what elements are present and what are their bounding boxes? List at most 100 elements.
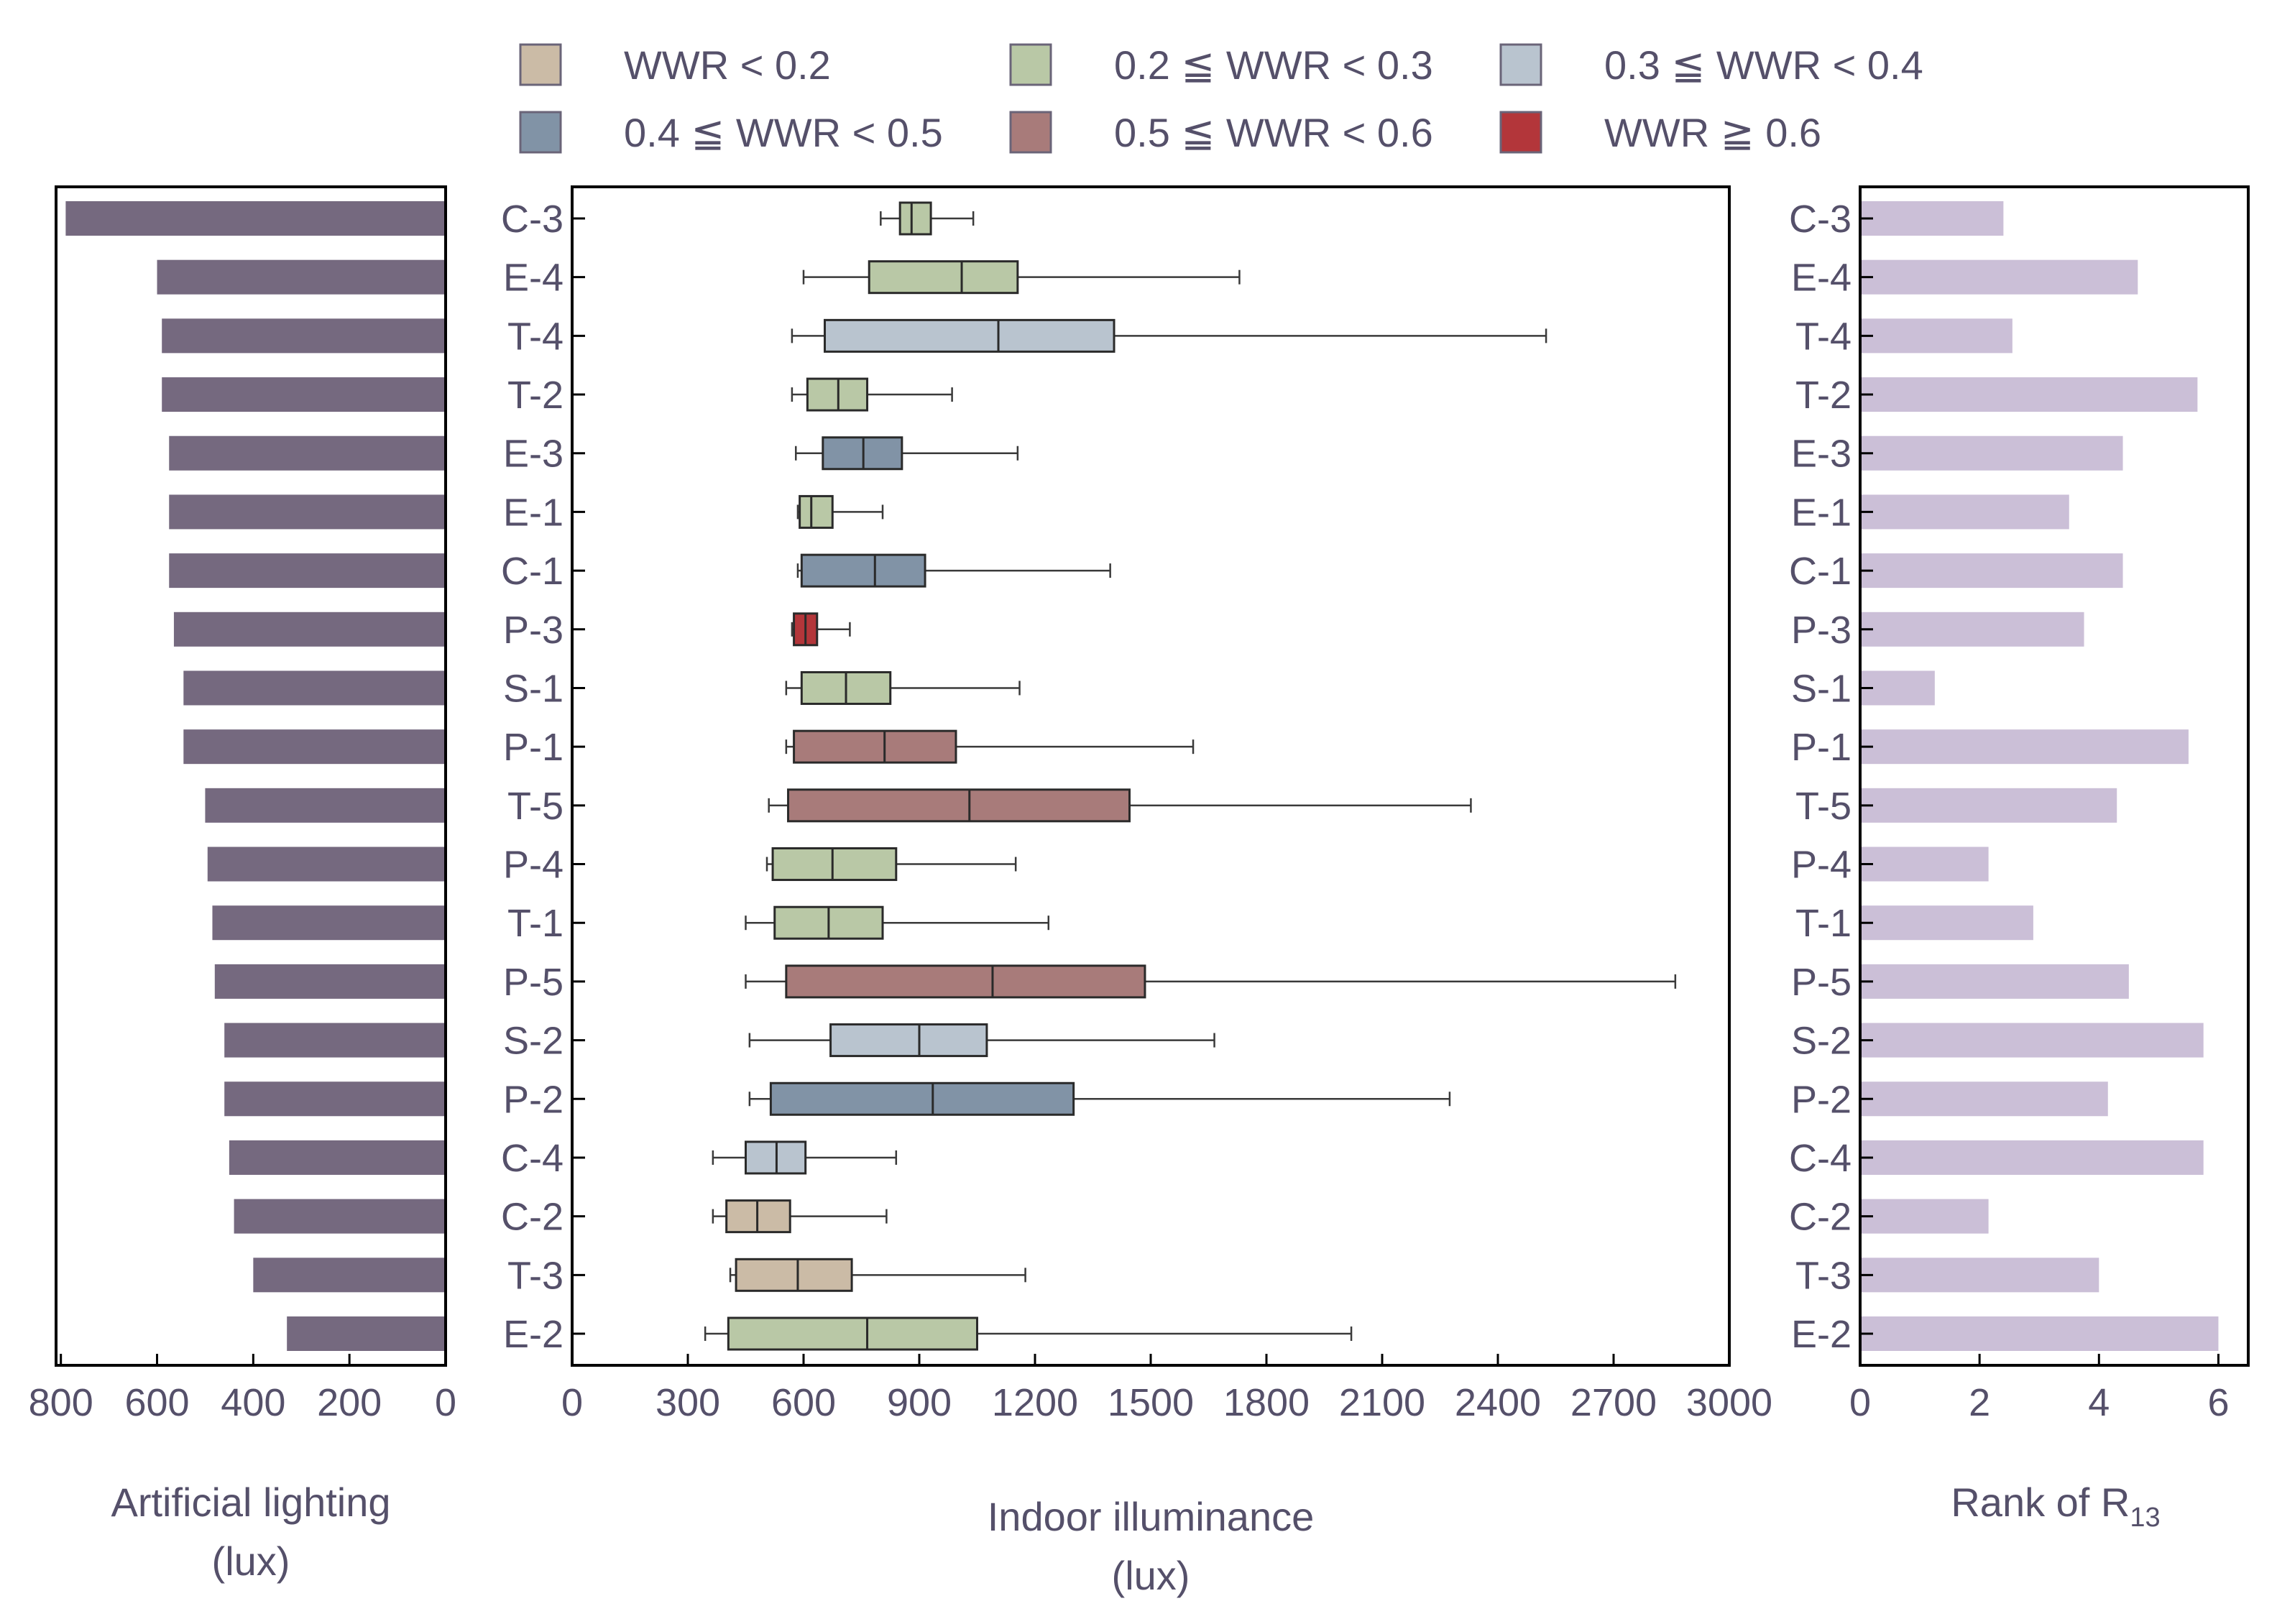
artificial-lighting-bar-s-1 [183,670,446,706]
artificial-lighting-bar-c-1 [169,553,446,589]
illuminance-box-t-1 [745,905,1050,940]
artificial-lighting-label-line1: Artificial lighting [111,1480,390,1525]
artificial-lighting-bar-e-2 [287,1316,446,1351]
rank-bar-e-1 [1860,494,2069,530]
illuminance-category-label-p-2: P-2 [503,1078,564,1121]
rank-bar-s-2 [1860,1023,2204,1058]
artificial-lighting-bar-p-2 [224,1081,446,1117]
illuminance-box-s-2 [748,1023,1215,1058]
rank-category-label-e-4: E-4 [1791,257,1852,300]
rank-category-label-e-2: E-2 [1791,1313,1852,1356]
illuminance-category-label-t-2: T-2 [507,374,564,417]
artificial-lighting-tick-label-800: 800 [29,1381,93,1424]
illuminance-tick-label-3000: 3000 [1686,1381,1772,1424]
illuminance-box-p-2 [748,1081,1451,1116]
illuminance-box-c-3 [880,201,975,236]
rank-bar-p-3 [1860,612,2084,647]
illuminance-category-label-e-1: E-1 [503,491,564,534]
legend: WWR < 0.2 0.2 ≦ WWR < 0.3 0.3 ≦ WWR < 0.4 0… [519,42,1923,155]
rank-category-label-s-1: S-1 [1791,667,1852,710]
illuminance-category-label-t-5: T-5 [507,785,564,828]
illuminance-box-p-4 [765,847,1017,882]
artificial-lighting-bar-c-4 [229,1140,446,1175]
illuminance-box-e-1 [796,494,884,529]
illuminance-box-e-2 [704,1316,1353,1351]
legend-label-1: 0.2 ≦ WWR < 0.3 [1114,42,1433,88]
legend-label-2: 0.3 ≦ WWR < 0.4 [1604,42,1923,88]
illuminance-tick-label-900: 900 [887,1381,952,1424]
rank-bar-c-3 [1860,201,2004,236]
artificial-lighting-bar-c-3 [65,201,446,236]
illuminance-tick-label-1800: 1800 [1223,1381,1310,1424]
legend-label-0: WWR < 0.2 [624,42,831,88]
artificial-lighting-bar-c-2 [234,1199,446,1234]
iqr-box-c-3 [898,201,932,236]
rank-bar-t-1 [1860,905,2033,941]
rank-bar-e-2 [1860,1316,2219,1351]
rank-category-label-p-1: P-1 [1791,726,1852,769]
rank-category-label-c-3: C-3 [1789,198,1852,241]
illuminance-category-label-p-5: P-5 [503,961,564,1004]
legend-label-5: WWR ≧ 0.6 [1604,110,1821,155]
rank-category-label-t-3: T-3 [1795,1254,1852,1297]
iqr-box-t-5 [787,788,1131,823]
illuminance-box-e-3 [795,436,1019,471]
iqr-box-c-1 [800,553,926,588]
illuminance-category-label-p-1: P-1 [503,726,564,769]
artificial-lighting-bar-t-3 [253,1258,446,1293]
illuminance-box-c-2 [712,1199,888,1234]
illuminance-tick-label-2400: 2400 [1455,1381,1541,1424]
artificial-lighting-bar-p-4 [207,846,446,882]
artificial-lighting-tick-label-400: 400 [221,1381,285,1424]
illuminance-category-label-t-1: T-1 [507,902,564,945]
illuminance-tick-label-1500: 1500 [1108,1381,1194,1424]
illuminance-category-label-c-1: C-1 [501,550,564,593]
rank-bar-p-4 [1860,846,1989,882]
illuminance-box-t-4 [791,318,1547,353]
artificial-lighting-bar-s-2 [224,1023,446,1058]
rank-category-label-c-4: C-4 [1789,1137,1852,1180]
rank-panel: 0 2 4 6 C-3 E-4 T-4 T-2 E-3 E-1 C-1 P-3 S-1 P-1 T-5 P-… [1789,185,2250,1533]
illuminance-box-t-3 [729,1258,1026,1292]
rank-bar-c-4 [1860,1140,2204,1175]
illuminance-box-p-3 [791,612,851,647]
rank-bar-t-3 [1860,1258,2099,1293]
artificial-lighting-bar-e-3 [169,435,446,471]
iqr-box-p-5 [785,964,1146,999]
artificial-lighting-frame [55,185,447,1367]
indoor-illuminance-label-line1: Indoor illuminance [988,1494,1314,1539]
illuminance-box-t-5 [768,788,1472,823]
rank-category-label-p-2: P-2 [1791,1078,1852,1121]
artificial-lighting-tick-label-200: 200 [317,1381,382,1424]
illuminance-category-label-t-4: T-4 [507,315,564,358]
artificial-lighting-bar-t-2 [162,377,446,412]
legend-swatch-1 [1009,43,1052,86]
rank-category-label-p-5: P-5 [1791,961,1852,1004]
rank-bar-p-2 [1860,1081,2108,1117]
artificial-lighting-bar-e-4 [157,259,446,295]
rank-tick-label-2: 2 [1969,1381,1990,1424]
rank-bar-p-1 [1860,729,2189,765]
legend-swatch-2 [1499,43,1542,86]
iqr-box-p-4 [771,847,898,882]
rank-category-label-c-1: C-1 [1789,550,1852,593]
illuminance-box-e-4 [802,260,1241,295]
indoor-illuminance-label-line2: (lux) [1112,1553,1190,1598]
iqr-box-p-2 [769,1081,1075,1116]
illuminance-box-p-5 [745,964,1677,999]
rank-frame [1859,185,2250,1367]
rank-label-main: Rank of R [1951,1480,2130,1525]
artificial-lighting-tick-label-0: 0 [435,1381,456,1424]
iqr-box-e-2 [727,1316,978,1351]
illuminance-box-c-1 [796,553,1111,588]
legend-label-4: 0.5 ≦ WWR < 0.6 [1114,110,1433,155]
illuminance-category-label-p-3: P-3 [503,609,564,652]
illuminance-category-label-s-2: S-2 [503,1020,564,1063]
iqr-box-t-3 [735,1258,853,1292]
rank-bar-e-3 [1860,435,2123,471]
legend-swatch-4 [1009,111,1052,154]
illuminance-category-label-e-4: E-4 [503,257,564,300]
illuminance-category-label-e-3: E-3 [503,433,564,476]
illuminance-category-label-c-3: C-3 [501,198,564,241]
